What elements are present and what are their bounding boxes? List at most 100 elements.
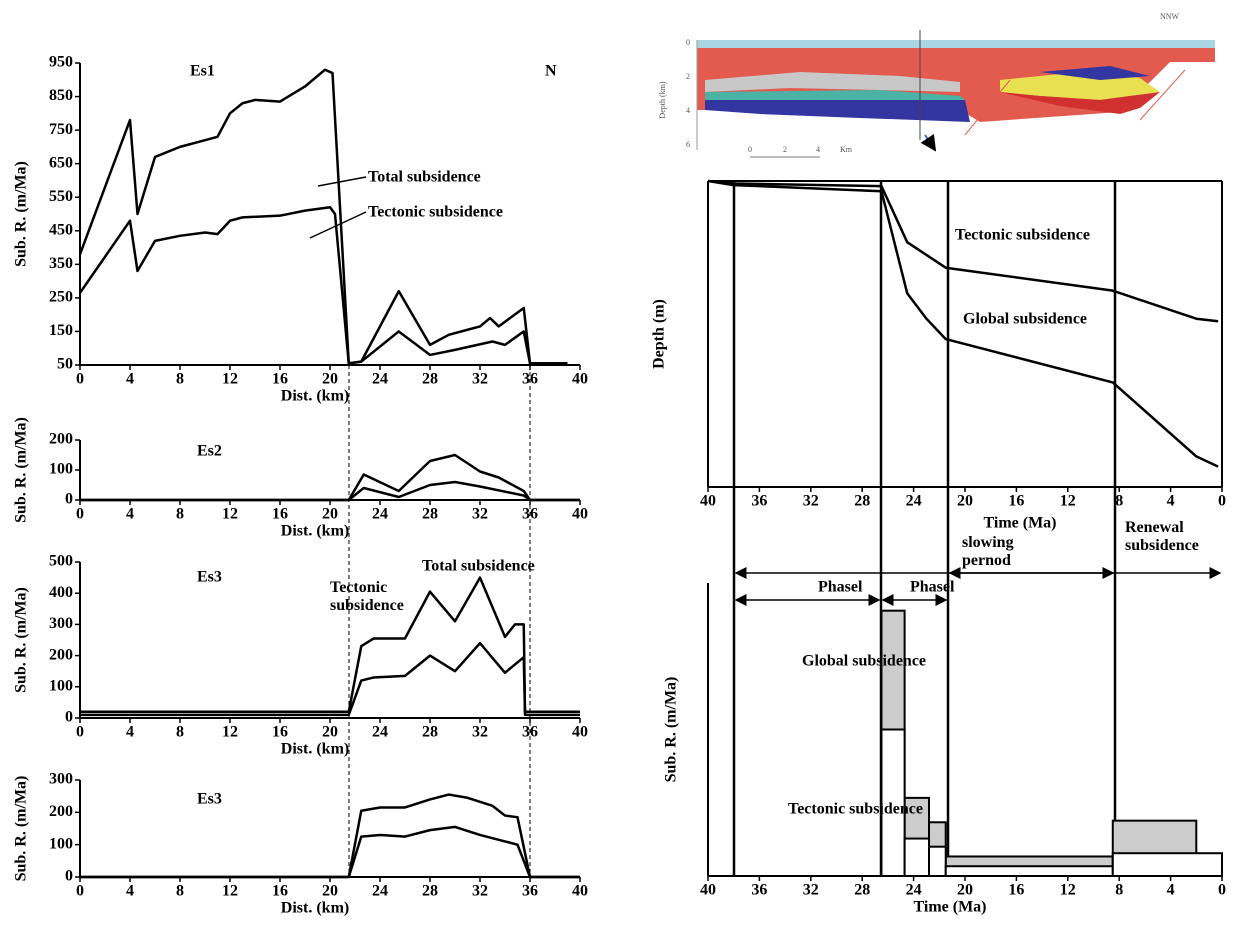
phase-lines	[732, 181, 1117, 876]
x-tick-label: 16	[1008, 882, 1024, 899]
y-axis-label: Sub. R. (m/Ma)	[13, 417, 30, 523]
bar	[944, 865, 1114, 878]
x-tick-label: 12	[222, 371, 238, 388]
x-tick-label: 12	[1060, 882, 1076, 899]
x-tick-label: 36	[751, 493, 767, 510]
x-tick-label: 0	[1218, 882, 1226, 899]
series-label: Tectonic subsidence	[330, 579, 404, 614]
x-tick-label: 32	[472, 506, 488, 523]
y-tick-label: 550	[49, 188, 73, 205]
x-tick-label: 40	[700, 493, 716, 510]
x-tick-label: 4	[126, 883, 134, 900]
y-tick-label: 650	[49, 154, 73, 171]
x-tick-label: 0	[76, 506, 84, 523]
x-axis-label: Time (Ma)	[913, 899, 986, 916]
x-tick-label: 36	[522, 506, 538, 523]
depth-tick: 6	[686, 140, 690, 149]
annotation: Es1	[190, 63, 215, 80]
x-tick-label: 36	[751, 882, 767, 899]
annotation: Es3	[197, 569, 222, 586]
x-tick-label: 24	[906, 493, 922, 510]
annotation: Phasel	[910, 579, 955, 596]
x-tick-label: 28	[422, 506, 438, 523]
x-tick-label: 28	[854, 493, 870, 510]
cross-section	[696, 30, 1215, 158]
line	[80, 825, 580, 879]
x-tick-label: 4	[126, 506, 134, 523]
x-tick-label: 8	[1115, 882, 1123, 899]
line	[80, 641, 580, 717]
bar	[903, 837, 931, 877]
x-tick-label: 12	[1060, 493, 1076, 510]
y-tick-label: 500	[49, 553, 73, 570]
depth-tick: 0	[686, 38, 690, 47]
bar	[880, 728, 906, 877]
x-tick-label: 28	[422, 724, 438, 741]
x-tick-label: 24	[372, 724, 388, 741]
x-tick-label: 32	[472, 724, 488, 741]
bar	[1111, 852, 1224, 878]
y-tick-label: 300	[49, 615, 73, 632]
x-tick-label: 24	[372, 506, 388, 523]
scale-tick: 0	[748, 145, 752, 154]
x-tick-label: 8	[176, 724, 184, 741]
y-tick-label: 0	[65, 868, 73, 885]
scale-tick: 4	[816, 145, 820, 154]
x-tick-label: 32	[472, 371, 488, 388]
depth-tick: 4	[686, 106, 690, 115]
line	[80, 576, 580, 714]
depth-tick: 2	[686, 72, 690, 81]
x-tick-label: 16	[272, 883, 288, 900]
x-tick-label: 8	[176, 506, 184, 523]
annotation: Es2	[197, 443, 222, 460]
scale-tick: 2	[783, 145, 787, 154]
x-tick-label: 16	[1008, 493, 1024, 510]
x-tick-label: 20	[957, 882, 973, 899]
y-axis-label: Sub. R. (m/Ma)	[13, 776, 30, 882]
x-tick-label: 24	[906, 882, 922, 899]
y-tick-label: 950	[49, 54, 73, 71]
x-tick-label: 20	[322, 724, 338, 741]
x-tick-label: 0	[76, 883, 84, 900]
x-tick-label: 28	[422, 883, 438, 900]
y-tick-label: 250	[49, 289, 73, 306]
x-tick-label: 4	[126, 724, 134, 741]
x-tick-label: 40	[700, 882, 716, 899]
series-label: Tectonic subsidence	[955, 227, 1090, 244]
y-tick-label: 100	[49, 835, 73, 852]
annotation: Es3	[197, 791, 222, 808]
x-tick-label: 28	[854, 882, 870, 899]
x-tick-label: 40	[572, 506, 588, 523]
series-label: Global subsidence	[802, 653, 926, 670]
leader-line	[317, 176, 367, 187]
y-tick-label: 0	[65, 491, 73, 508]
line	[707, 179, 1219, 468]
series-label: Global subsidence	[963, 311, 1087, 328]
line	[78, 68, 568, 365]
x-tick-label: 12	[222, 724, 238, 741]
annotation: N	[545, 63, 557, 80]
y-tick-label: 300	[49, 771, 73, 788]
line	[80, 793, 580, 879]
x-tick-label: 20	[957, 493, 973, 510]
x-tick-label: 20	[322, 506, 338, 523]
x-tick-label: 40	[572, 883, 588, 900]
x-tick-label: 0	[1218, 493, 1226, 510]
line	[78, 206, 568, 365]
x-tick-label: 32	[803, 493, 819, 510]
x-tick-label: 16	[272, 506, 288, 523]
y-tick-label: 450	[49, 221, 73, 238]
x-axis-label: Time (Ma)	[983, 515, 1056, 532]
phase-arrows	[734, 567, 1222, 606]
bar	[928, 845, 947, 878]
x-tick-label: 4	[126, 371, 134, 388]
direction-label: NNW	[1160, 12, 1180, 21]
leader-line	[309, 211, 367, 239]
x-tick-label: 28	[422, 371, 438, 388]
scale-unit: Km	[840, 145, 853, 154]
x-tick-label: 40	[572, 371, 588, 388]
x-tick-label: 8	[176, 371, 184, 388]
x-tick-label: 12	[222, 883, 238, 900]
x-tick-label: 36	[522, 883, 538, 900]
